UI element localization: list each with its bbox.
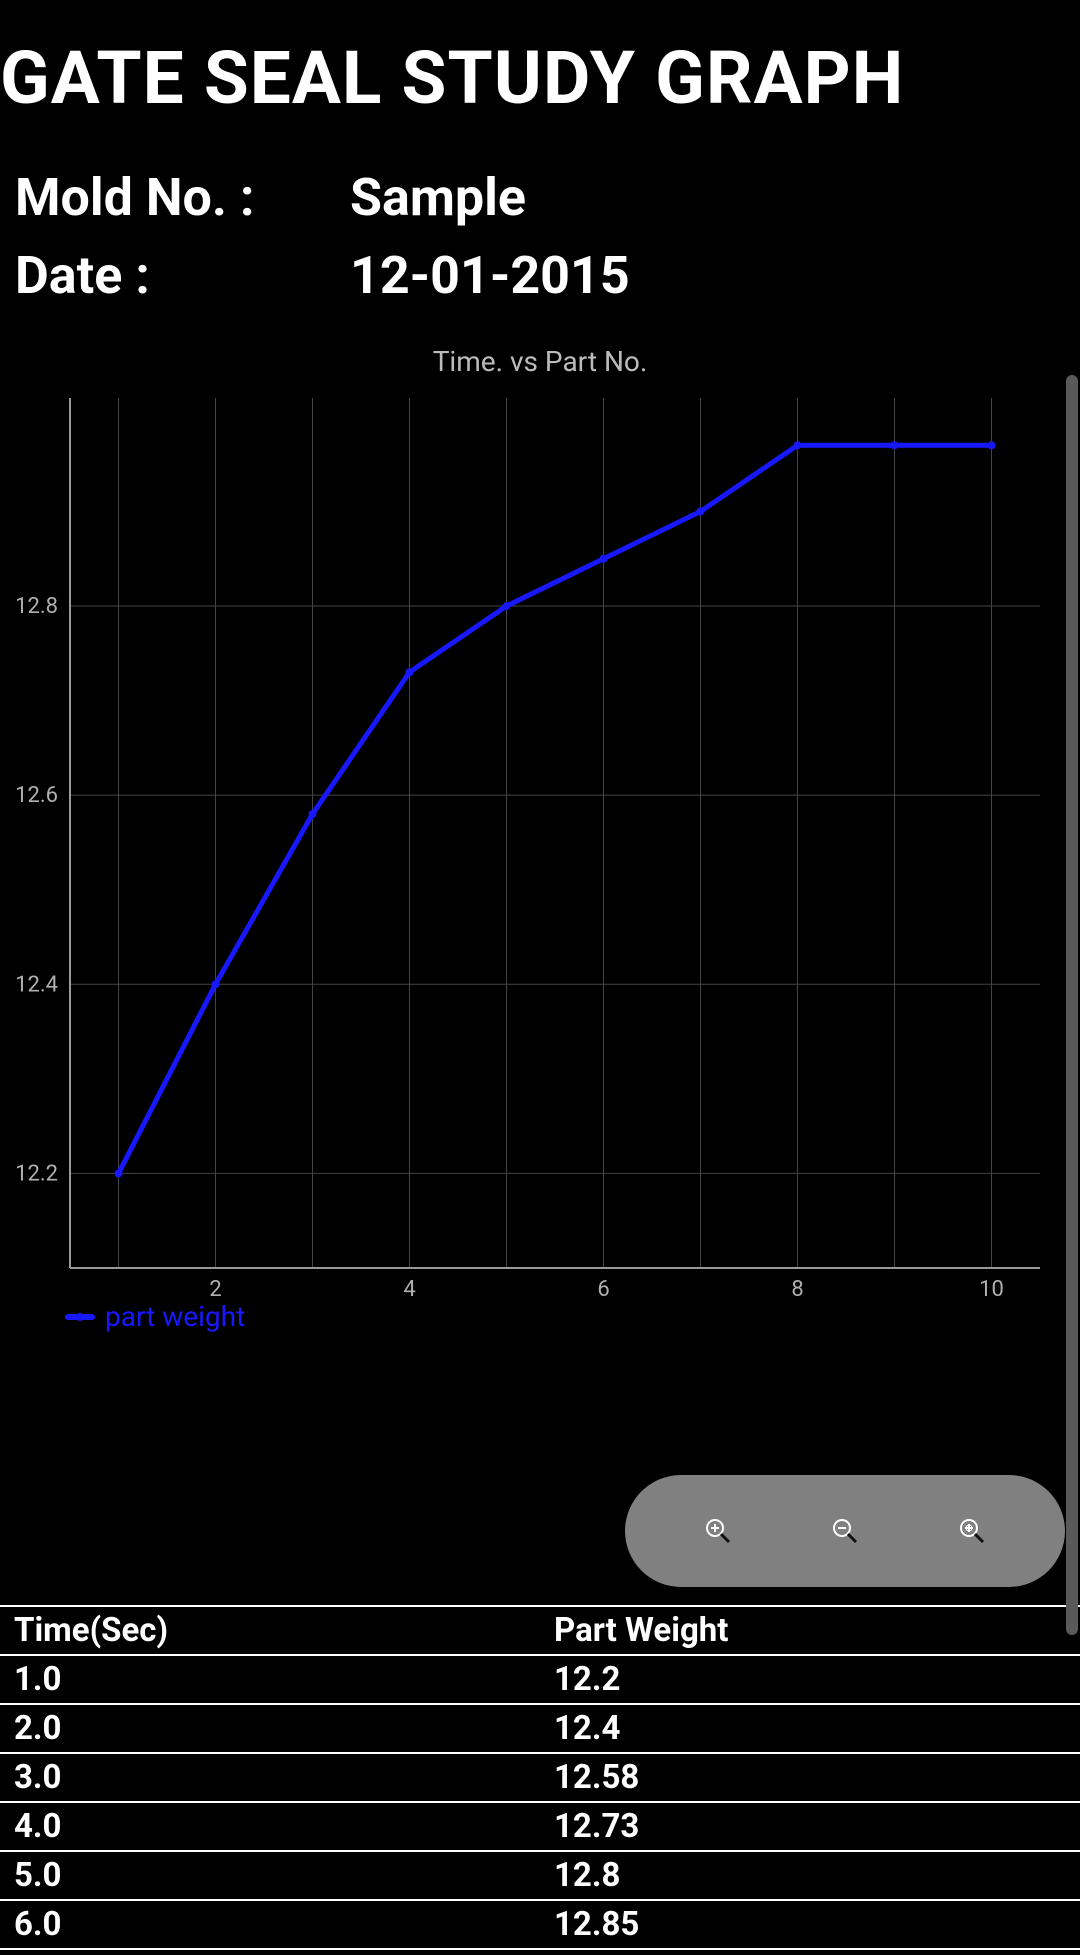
meta-block: Mold No. : Sample Date : 12-01-2015 — [15, 159, 1080, 315]
cell-weight: 12.8 — [540, 1851, 1080, 1900]
table-row: 6.012.85 — [0, 1900, 1080, 1949]
cell-time: 4.0 — [0, 1802, 540, 1851]
svg-text:2: 2 — [209, 1277, 221, 1302]
table-row: 1.012.2 — [0, 1655, 1080, 1704]
table-header-weight: Part Weight — [540, 1606, 1080, 1655]
meta-row-mold: Mold No. : Sample — [15, 159, 1080, 237]
cell-time: 1.0 — [0, 1655, 540, 1704]
zoom-out-button[interactable] — [830, 1516, 860, 1546]
zoom-in-button[interactable] — [703, 1516, 733, 1546]
zoom-panel — [625, 1475, 1065, 1587]
table-row: 5.012.8 — [0, 1851, 1080, 1900]
table-header-time: Time(Sec) — [0, 1606, 540, 1655]
svg-text:8: 8 — [791, 1277, 803, 1302]
cell-weight: 12.58 — [540, 1753, 1080, 1802]
cell-weight: 12.4 — [540, 1704, 1080, 1753]
chart-area[interactable]: 2 4 6 8 10 12.2 12.4 12.6 12.8 — [0, 388, 1060, 1308]
zoom-reset-button[interactable] — [957, 1516, 987, 1546]
svg-text:12.8: 12.8 — [15, 594, 58, 619]
table-row: 3.012.58 — [0, 1753, 1080, 1802]
mold-label: Mold No. : — [15, 159, 350, 237]
cell-time: 6.0 — [0, 1900, 540, 1949]
table-row: 2.012.4 — [0, 1704, 1080, 1753]
scrollbar-indicator[interactable] — [1066, 375, 1078, 1635]
svg-text:10: 10 — [979, 1277, 1004, 1302]
table-row: 4.012.73 — [0, 1802, 1080, 1851]
cell-weight: 12.2 — [540, 1655, 1080, 1704]
cell-time: 3.0 — [0, 1753, 540, 1802]
date-label: Date : — [15, 237, 350, 315]
cell-time: 2.0 — [0, 1704, 540, 1753]
svg-text:12.4: 12.4 — [15, 972, 58, 997]
zoom-reset-icon — [959, 1518, 985, 1544]
mold-value: Sample — [350, 159, 526, 237]
chart-title: Time. vs Part No. — [0, 345, 1080, 378]
zoom-in-icon — [705, 1518, 731, 1544]
date-value: 12-01-2015 — [350, 237, 630, 315]
svg-text:12.6: 12.6 — [15, 783, 58, 808]
table-header-row: Time(Sec) Part Weight — [0, 1606, 1080, 1655]
data-table: Time(Sec) Part Weight 1.012.22.012.43.01… — [0, 1605, 1080, 1950]
cell-time: 5.0 — [0, 1851, 540, 1900]
page-title: GATE SEAL STUDY GRAPH — [0, 35, 1080, 121]
meta-row-date: Date : 12-01-2015 — [15, 237, 1080, 315]
legend-swatch-icon — [65, 1314, 95, 1320]
svg-text:6: 6 — [597, 1277, 609, 1302]
zoom-out-icon — [832, 1518, 858, 1544]
cell-weight: 12.73 — [540, 1802, 1080, 1851]
svg-text:12.2: 12.2 — [15, 1161, 58, 1186]
line-chart-svg: 2 4 6 8 10 12.2 12.4 12.6 12.8 — [0, 388, 1060, 1308]
svg-text:4: 4 — [403, 1277, 415, 1302]
cell-weight: 12.85 — [540, 1900, 1080, 1949]
